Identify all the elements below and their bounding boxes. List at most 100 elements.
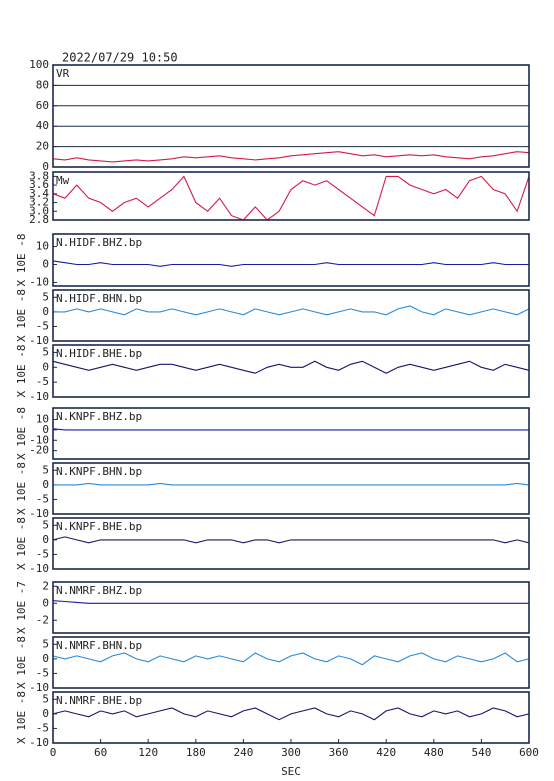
x-tick-label: 180	[186, 746, 206, 759]
y-tick-label: 3.0	[29, 204, 49, 217]
y-tick-label: 0	[42, 707, 49, 720]
y-tick-label: 40	[36, 119, 49, 132]
y-tick-label: 0	[42, 257, 49, 270]
panel-frame	[52, 517, 530, 570]
panel-frame	[52, 171, 530, 221]
y-axis-label: X 10E -8	[15, 636, 28, 689]
y-axis-label: X 10E -8	[15, 462, 28, 515]
y-tick-label: 60	[36, 99, 49, 112]
panel-title: N.KNPF.BHZ.bp	[56, 410, 142, 423]
panel-title: N.HIDF.BHZ.bp	[56, 236, 142, 249]
y-tick-label: 5	[42, 637, 49, 650]
y-tick-label: -10	[29, 390, 49, 403]
y-tick-label: -2	[36, 613, 49, 626]
y-tick-label: 0	[42, 478, 49, 491]
panel-frame	[52, 64, 530, 168]
x-tick-label: 420	[376, 746, 396, 759]
y-tick-label: 2	[42, 579, 49, 592]
y-axis-label: X 10E -8	[15, 517, 28, 570]
y-tick-label: 5	[42, 518, 49, 531]
y-tick-label: -10	[29, 275, 49, 288]
y-tick-label: -5	[36, 547, 49, 560]
panel-frame	[52, 344, 530, 398]
panel-title: N.KNPF.BHE.bp	[56, 520, 142, 533]
y-tick-label: 2.8	[29, 213, 49, 226]
y-tick-label: -10	[29, 681, 49, 694]
x-tick-label: 60	[94, 746, 107, 759]
panel-frame	[52, 636, 530, 689]
waveform	[52, 260, 529, 267]
y-tick-label: -5	[36, 492, 49, 505]
y-axis-label: X 10E -8	[15, 234, 28, 287]
chart-title: 2022/07/29 10:50	[62, 51, 178, 65]
y-tick-label: -10	[29, 562, 49, 575]
waveform	[52, 151, 530, 163]
panel-frame	[52, 407, 530, 460]
y-tick-label: 0	[42, 423, 49, 436]
y-tick-label: -10	[29, 334, 49, 347]
panel-title: N.NMRF.BHE.bp	[56, 694, 142, 707]
waveform	[52, 360, 530, 374]
panel-frame	[52, 289, 530, 342]
y-axis-label: X 10E -8	[15, 345, 28, 398]
waveform	[53, 482, 530, 486]
y-tick-label: 5	[42, 463, 49, 476]
y-tick-label: -20	[29, 444, 49, 457]
x-tick-label: 360	[329, 746, 349, 759]
y-tick-label: -5	[36, 375, 49, 388]
panel-title: N.NMRF.BHN.bp	[56, 639, 142, 652]
y-tick-label: 20	[36, 140, 49, 153]
y-axis-label: X 10E -8	[15, 289, 28, 342]
panel-frame	[52, 233, 530, 287]
waveform	[52, 600, 529, 604]
panel-frame	[52, 462, 530, 515]
x-tick-label: 240	[233, 746, 253, 759]
y-tick-label: -10	[29, 433, 49, 446]
panel-frame	[52, 581, 530, 634]
x-tick-label: 300	[281, 746, 301, 759]
y-tick-label: 0	[42, 533, 49, 546]
panel-title: N.HIDF.BHN.bp	[56, 292, 142, 305]
x-tick-label: 480	[424, 746, 444, 759]
y-axis-label: X 10E -7	[15, 581, 28, 634]
waveform	[53, 305, 530, 316]
waveform	[52, 428, 529, 431]
waveform	[52, 536, 530, 544]
x-tick-label: 0	[50, 746, 57, 759]
y-tick-label: 3.8	[29, 169, 49, 182]
y-tick-label: 5	[42, 290, 49, 303]
y-tick-label: 0	[42, 652, 49, 665]
y-tick-label: -5	[36, 721, 49, 734]
y-tick-label: 3.2	[29, 196, 49, 209]
waveform	[52, 652, 530, 666]
y-tick-label: 10	[36, 240, 49, 253]
y-axis-label: X 10E -8	[15, 407, 28, 460]
y-tick-label: 100	[29, 58, 49, 71]
y-tick-label: 0	[42, 160, 49, 173]
y-tick-label: -5	[36, 319, 49, 332]
panel-title: N.KNPF.BHN.bp	[56, 465, 142, 478]
y-tick-label: -10	[29, 507, 49, 520]
y-tick-label: 5	[42, 692, 49, 705]
y-tick-label: 3.6	[29, 178, 49, 191]
y-tick-label: 0	[42, 596, 49, 609]
y-tick-label: 0	[42, 360, 49, 373]
y-tick-label: 80	[36, 78, 49, 91]
panel-title: N.HIDF.BHE.bp	[56, 347, 142, 360]
waveform	[52, 175, 530, 221]
y-tick-label: -10	[29, 736, 49, 749]
panel-title: VR	[56, 67, 70, 80]
y-tick-label: 0	[42, 305, 49, 318]
x-tick-label: 600	[519, 746, 539, 759]
y-tick-label: 3.4	[29, 187, 49, 200]
x-tick-label: 120	[138, 746, 158, 759]
y-tick-label: -5	[36, 666, 49, 679]
panel-title: N.NMRF.BHZ.bp	[56, 584, 142, 597]
panel-title: Mw	[56, 174, 70, 187]
y-axis-label: X 10E -8	[15, 691, 28, 744]
y-tick-label: 10	[36, 412, 49, 425]
waveform	[52, 707, 530, 721]
x-axis-label: SEC	[281, 765, 301, 778]
x-tick-label: 540	[471, 746, 491, 759]
